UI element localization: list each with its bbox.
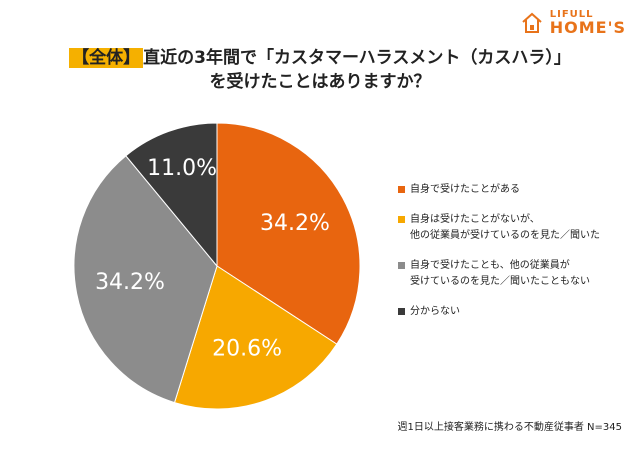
legend-swatch <box>398 186 405 193</box>
legend-item-3: 自身で受けたことも、他の従業員が 受けているのを見た／聞いたこともない <box>398 258 628 290</box>
house-icon <box>522 12 542 33</box>
chart-title: 【全体】 直近の3年間で「カスタマーハラスメント（カスハラ）」 を受けたことはあり… <box>0 46 640 94</box>
legend-item-4: 分からない <box>398 304 628 320</box>
title-line-2: を受けたことはありますか？ <box>209 72 431 92</box>
slice-value-label-2: 20.6% <box>212 336 282 361</box>
slice-value-label-4: 11.0% <box>147 156 217 181</box>
legend-item-1: 自身で受けたことがある <box>398 182 628 198</box>
legend-swatch <box>398 262 405 269</box>
brand-logo: LIFULL HOME'S <box>520 10 626 36</box>
legend: 自身で受けたことがある自身は受けたことがないが、 他の従業員が受けているのを見た… <box>398 182 628 334</box>
pie-slice-3 <box>73 155 218 404</box>
legend-swatch <box>398 216 405 223</box>
slice-value-label-1: 34.2% <box>260 211 330 236</box>
logo-top-text: LIFULL <box>549 9 594 20</box>
legend-label: 自身で受けたことがある <box>410 184 520 195</box>
legend-label: 自身で受けたことも、他の従業員が 受けているのを見た／聞いたこともない <box>410 260 590 287</box>
title-tag: 【全体】 <box>69 48 144 68</box>
legend-label: 分からない <box>410 306 460 317</box>
logo-bottom-text: HOME'S <box>549 18 626 37</box>
footnote: 週1日以上接客業務に携わる不動産従事者 N=345 <box>397 422 623 433</box>
legend-item-2: 自身は受けたことがないが、 他の従業員が受けているのを見た／聞いた <box>398 212 628 244</box>
pie-slice-4 <box>125 122 218 268</box>
pie-slice-2 <box>173 265 338 410</box>
legend-swatch <box>398 308 405 315</box>
slice-value-label-3: 34.2% <box>95 270 165 295</box>
title-line-1: 直近の3年間で「カスタマーハラスメント（カスハラ）」 <box>143 48 571 68</box>
legend-label: 自身は受けたことがないが、 他の従業員が受けているのを見た／聞いた <box>410 214 600 241</box>
